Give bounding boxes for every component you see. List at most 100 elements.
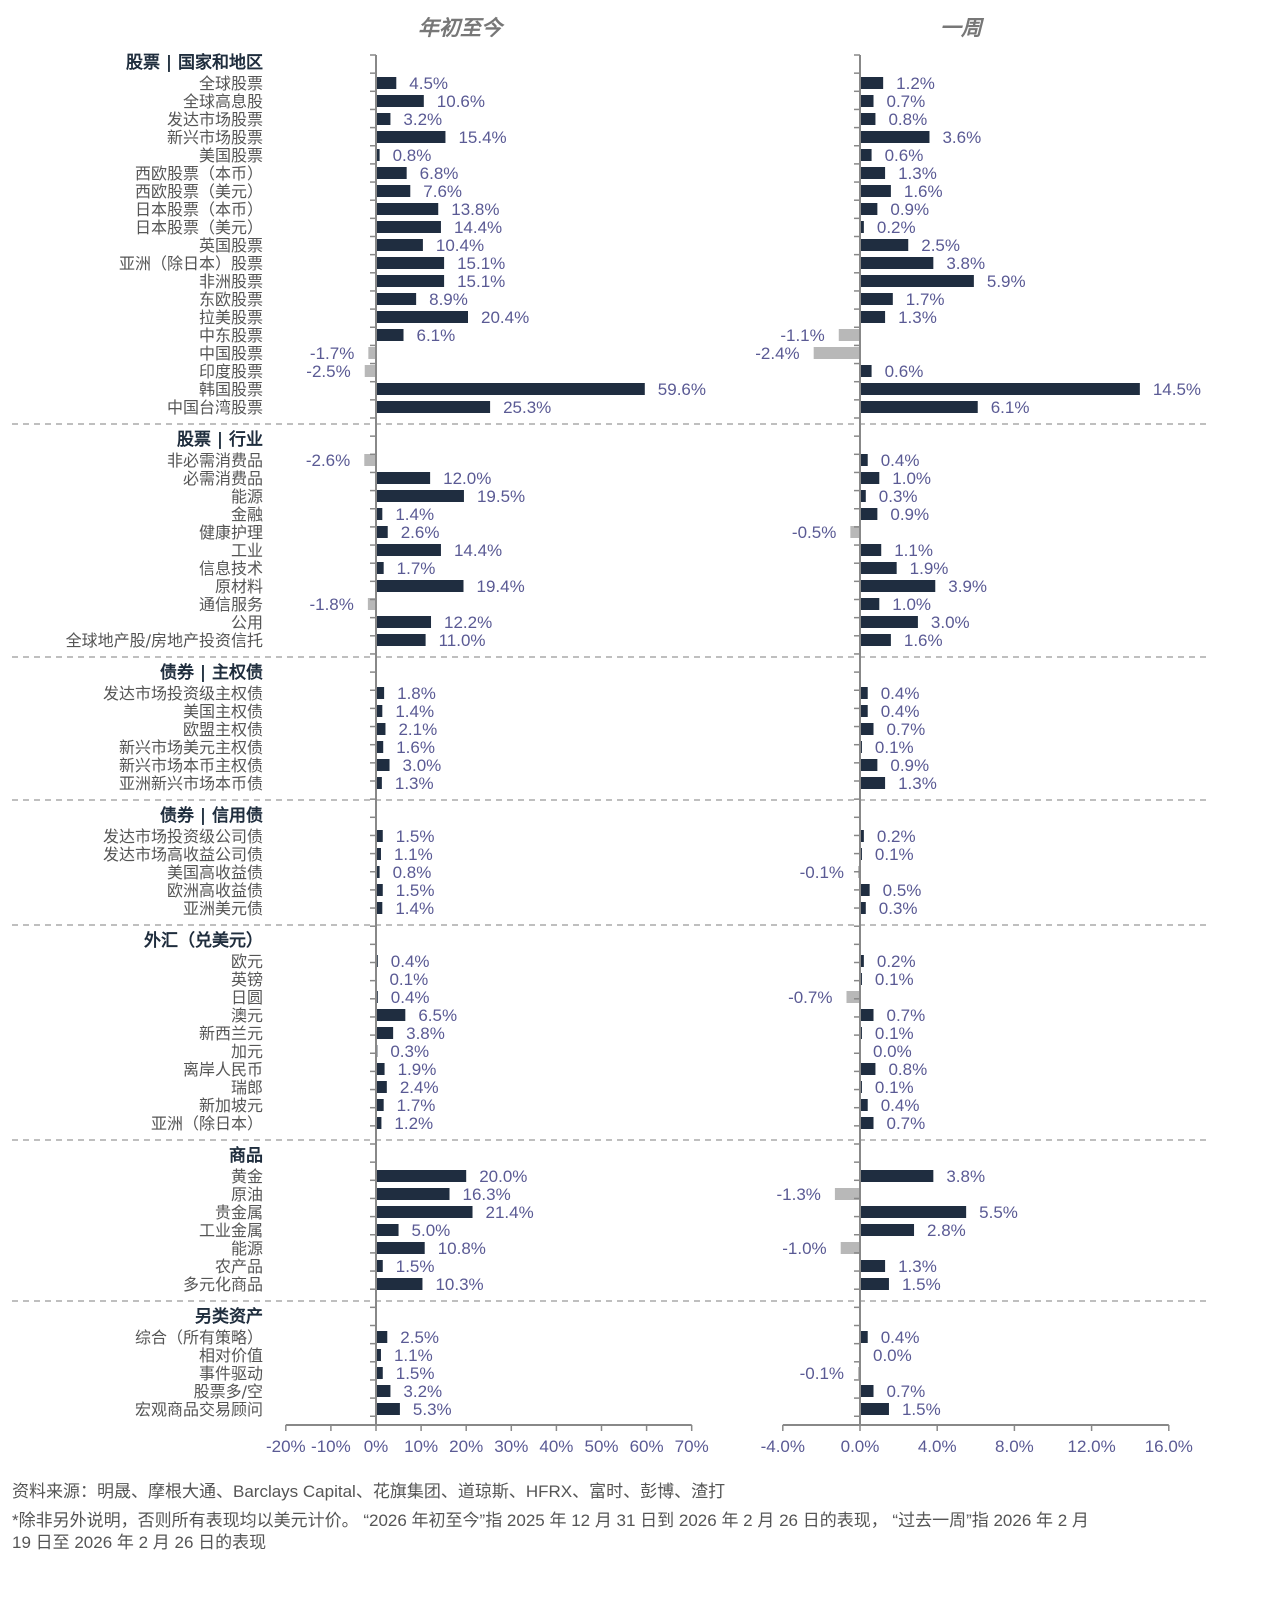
value-label-week: 0.3% bbox=[879, 899, 918, 918]
category-label: 亚洲新兴市场本币债 bbox=[119, 774, 263, 793]
category-label: 股票多/空 bbox=[194, 1382, 263, 1401]
bar-ytd bbox=[376, 257, 445, 269]
bar-ytd bbox=[376, 1331, 388, 1343]
value-label-ytd: 1.1% bbox=[394, 1346, 433, 1365]
bar-week bbox=[860, 634, 891, 646]
value-label-week: 0.1% bbox=[875, 1078, 914, 1097]
value-label-ytd: 6.5% bbox=[418, 1006, 457, 1025]
category-label: 公用 bbox=[231, 613, 263, 632]
bar-week bbox=[846, 991, 860, 1003]
value-label-week: -1.1% bbox=[780, 326, 824, 345]
category-label: 多元化商品 bbox=[183, 1275, 263, 1294]
bar-ytd bbox=[376, 221, 441, 233]
bar-ytd bbox=[376, 759, 390, 771]
bar-ytd bbox=[376, 1260, 383, 1272]
bar-ytd bbox=[376, 1403, 400, 1415]
bar-ytd bbox=[376, 383, 645, 395]
value-label-ytd: 10.4% bbox=[436, 236, 484, 255]
value-label-ytd: 1.4% bbox=[395, 702, 434, 721]
value-label-week: 1.3% bbox=[898, 164, 937, 183]
bar-ytd bbox=[376, 634, 426, 646]
bar-ytd bbox=[376, 185, 411, 197]
bar-ytd bbox=[367, 598, 376, 610]
value-label-week: 0.2% bbox=[877, 952, 916, 971]
value-label-week: 1.5% bbox=[902, 1275, 941, 1294]
value-label-ytd: 0.1% bbox=[389, 970, 428, 989]
value-label-ytd: 15.4% bbox=[458, 128, 506, 147]
category-label: 新兴市场本币主权债 bbox=[119, 756, 263, 775]
value-label-ytd: 1.4% bbox=[395, 505, 434, 524]
bar-ytd bbox=[376, 508, 383, 520]
value-label-ytd: 19.5% bbox=[477, 487, 525, 506]
bar-ytd bbox=[376, 311, 469, 323]
value-label-ytd: 0.4% bbox=[391, 988, 430, 1007]
value-label-ytd: 5.3% bbox=[413, 1400, 452, 1419]
category-label: 日圆 bbox=[231, 988, 263, 1007]
value-label-ytd: 10.6% bbox=[437, 92, 485, 111]
bar-ytd bbox=[376, 848, 381, 860]
x-tick-label: 12.0% bbox=[1067, 1437, 1115, 1456]
value-label-ytd: 20.0% bbox=[479, 1167, 527, 1186]
bar-week bbox=[860, 293, 893, 305]
value-label-ytd: 1.9% bbox=[398, 1060, 437, 1079]
bar-ytd bbox=[376, 1081, 387, 1093]
category-label: 东欧股票 bbox=[199, 290, 263, 309]
category-label: 韩国股票 bbox=[199, 380, 263, 399]
value-label-week: 0.7% bbox=[887, 1006, 926, 1025]
category-label: 美国主权债 bbox=[183, 702, 263, 721]
category-label: 发达市场投资级主权债 bbox=[103, 684, 263, 703]
value-label-ytd: 12.2% bbox=[444, 613, 492, 632]
value-label-ytd: 0.8% bbox=[393, 146, 432, 165]
bar-week bbox=[860, 239, 909, 251]
bar-ytd bbox=[376, 616, 432, 628]
bar-week bbox=[860, 1224, 915, 1236]
bar-week bbox=[860, 955, 864, 967]
bar-week bbox=[860, 598, 880, 610]
source-note: 资料来源：明晟、摩根大通、Barclays Capital、花旗集团、道琼斯、H… bbox=[12, 1482, 726, 1501]
category-label: 新加坡元 bbox=[199, 1096, 263, 1115]
category-label: 欧盟主权债 bbox=[183, 720, 263, 739]
value-label-ytd: 6.1% bbox=[417, 326, 456, 345]
bar-week bbox=[860, 203, 878, 215]
x-tick-label: 20% bbox=[449, 1437, 483, 1456]
value-label-week: 0.9% bbox=[890, 505, 929, 524]
bar-week bbox=[860, 113, 876, 125]
section-header: 商品 bbox=[229, 1145, 263, 1166]
value-label-ytd: 19.4% bbox=[476, 577, 524, 596]
bar-week bbox=[860, 275, 974, 287]
bar-week bbox=[860, 562, 897, 574]
bar-week bbox=[860, 1278, 889, 1290]
category-label: 非洲股票 bbox=[199, 272, 263, 291]
value-label-week: 0.7% bbox=[887, 1114, 926, 1133]
x-tick-label: 60% bbox=[630, 1437, 664, 1456]
value-label-ytd: 1.6% bbox=[396, 738, 435, 757]
value-label-week: 14.5% bbox=[1153, 380, 1201, 399]
category-label: 中国台湾股票 bbox=[167, 398, 263, 417]
category-label: 全球地产股/房地产投资信托 bbox=[66, 631, 263, 650]
value-label-ytd: -1.7% bbox=[310, 344, 354, 363]
bar-ytd bbox=[364, 454, 376, 466]
bar-week bbox=[860, 687, 868, 699]
value-label-week: 0.6% bbox=[885, 146, 924, 165]
x-tick-label: 16.0% bbox=[1145, 1437, 1193, 1456]
section-header: 股票 | 行业 bbox=[177, 429, 263, 450]
value-label-week: 0.0% bbox=[873, 1042, 912, 1061]
category-label: 新兴市场美元主权债 bbox=[119, 738, 263, 757]
value-label-week: 1.6% bbox=[904, 631, 943, 650]
bar-ytd bbox=[376, 1117, 382, 1129]
bar-week bbox=[860, 1117, 874, 1129]
value-label-ytd: 20.4% bbox=[481, 308, 529, 327]
value-label-ytd: 14.4% bbox=[454, 541, 502, 560]
value-label-week: 0.4% bbox=[881, 702, 920, 721]
category-label: 综合（所有策略） bbox=[135, 1328, 263, 1347]
bar-week bbox=[860, 1063, 876, 1075]
value-label-week: -1.0% bbox=[782, 1239, 826, 1258]
value-label-ytd: 15.1% bbox=[457, 272, 505, 291]
bar-ytd bbox=[376, 884, 383, 896]
bar-ytd bbox=[376, 902, 383, 914]
bar-week bbox=[860, 1206, 967, 1218]
bar-week bbox=[860, 472, 880, 484]
value-label-ytd: 1.7% bbox=[397, 1096, 436, 1115]
bar-week bbox=[860, 1331, 868, 1343]
